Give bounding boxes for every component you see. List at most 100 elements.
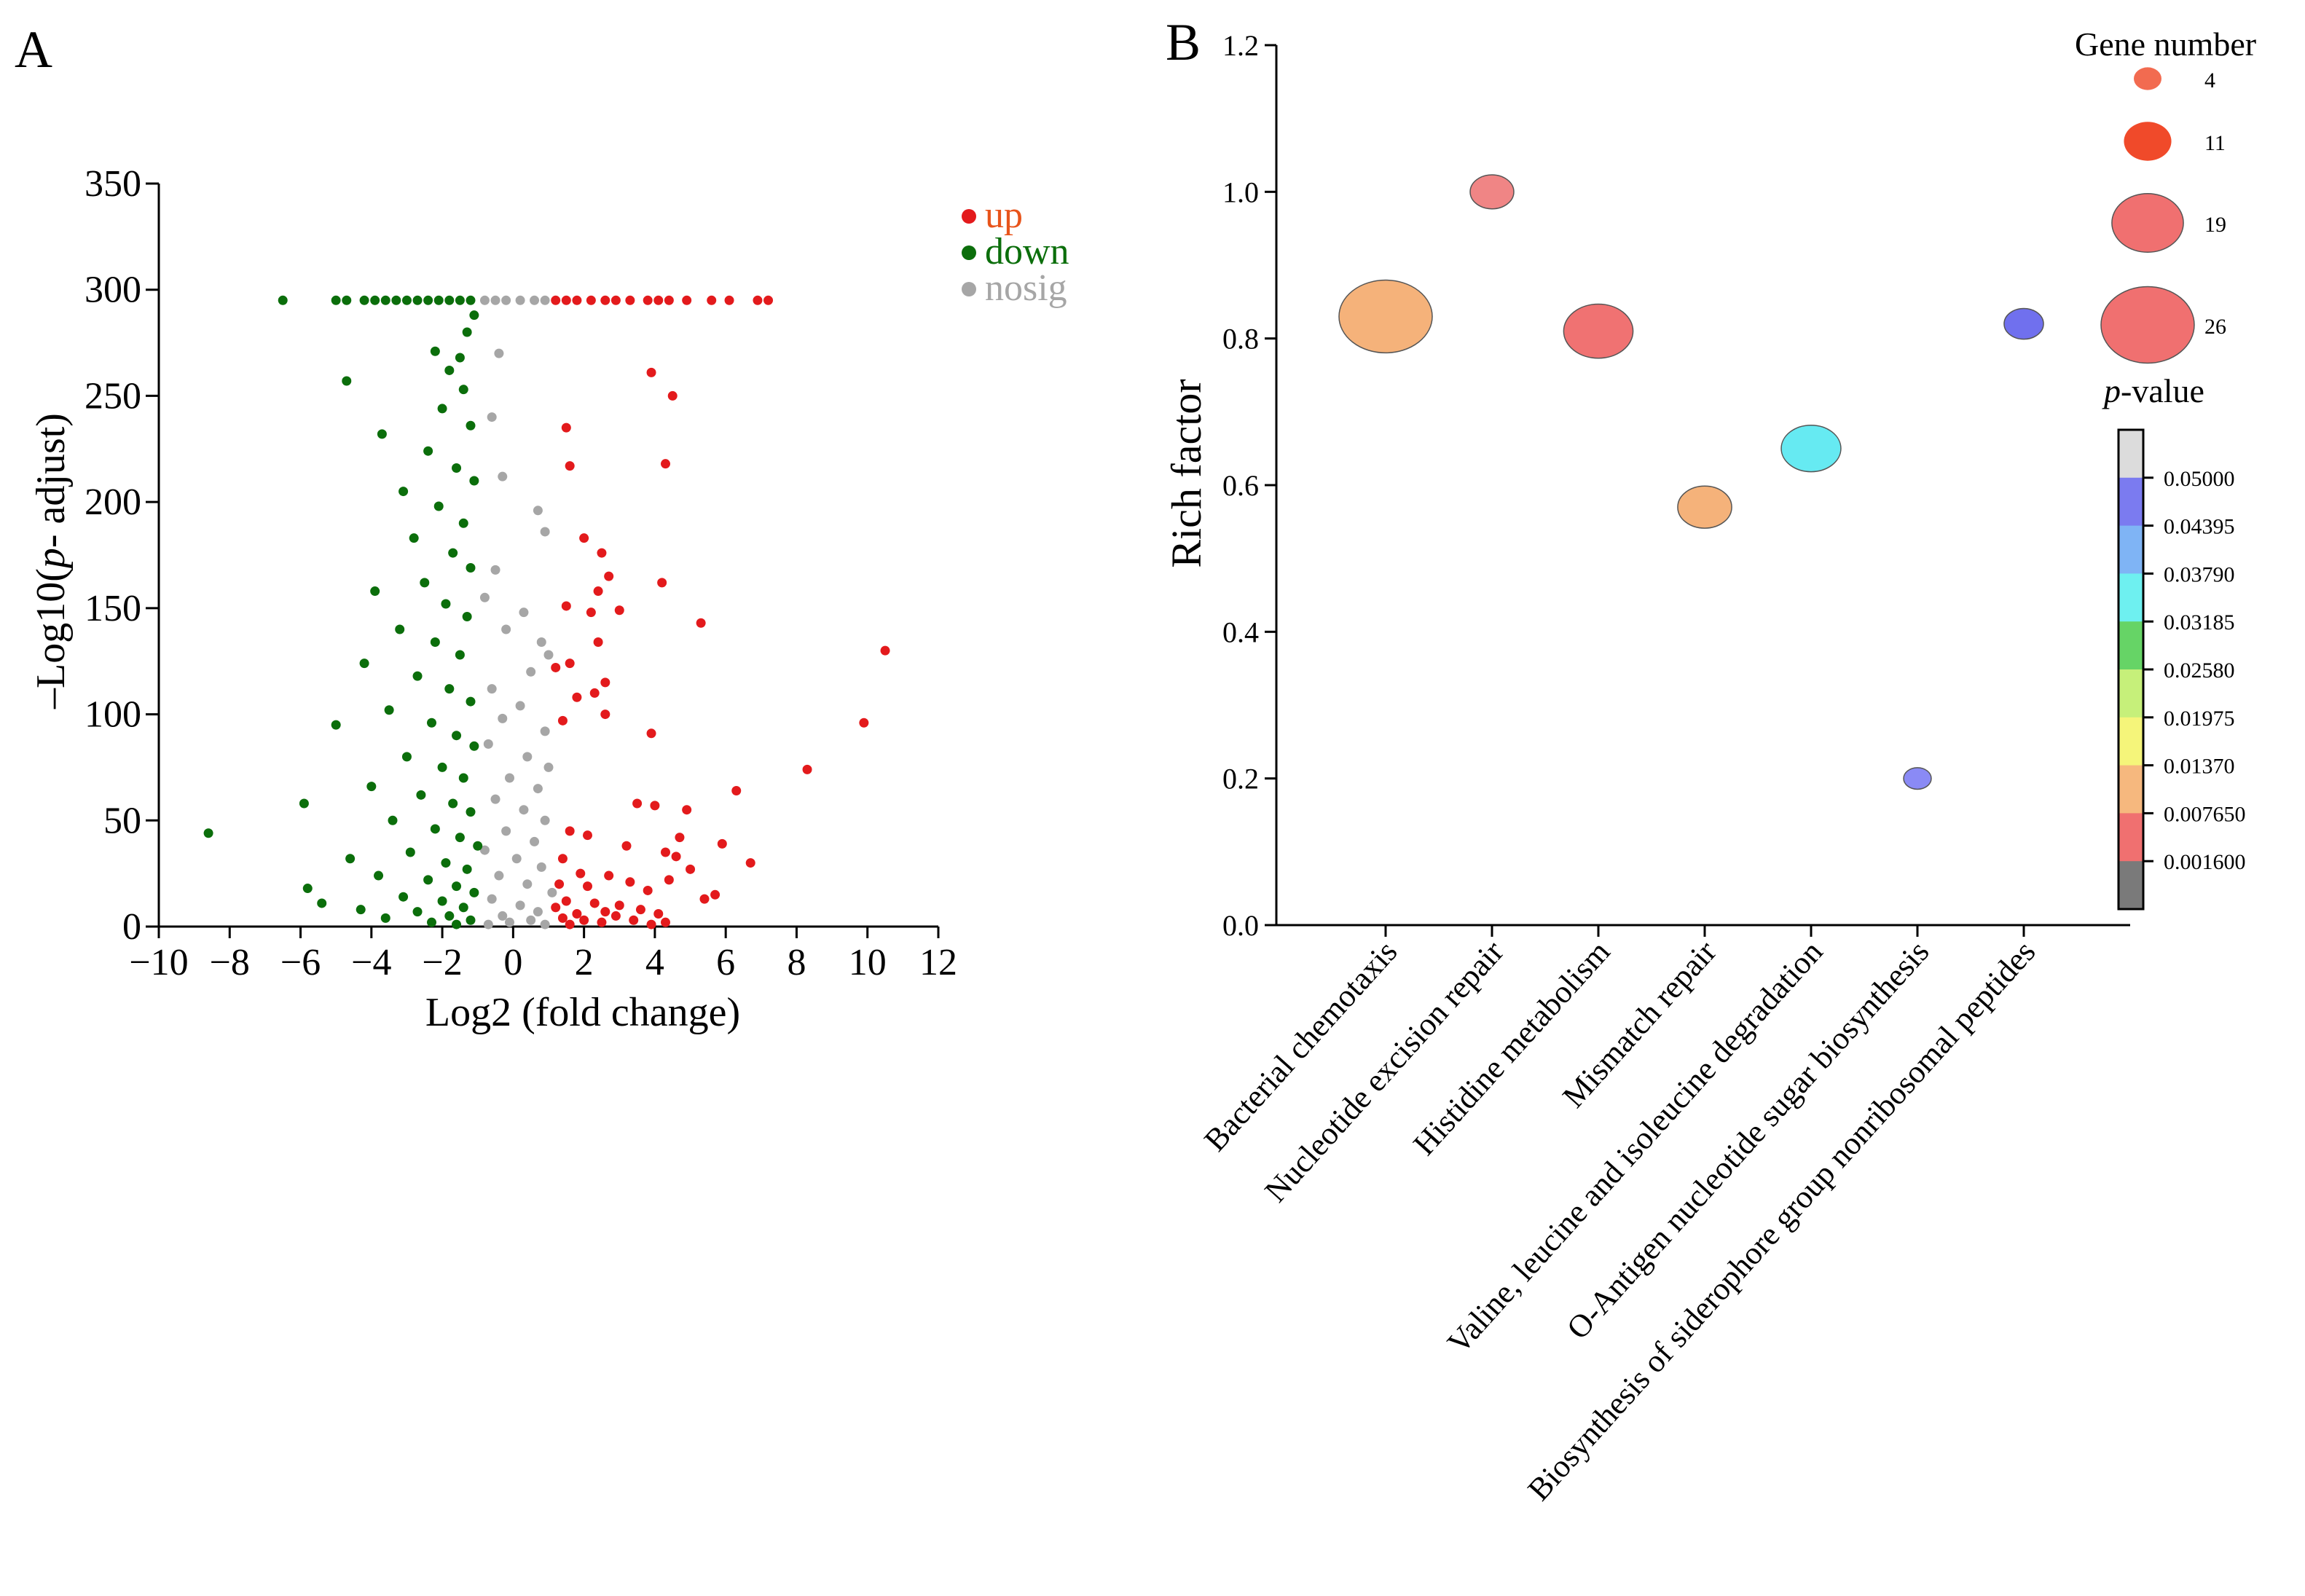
p-value-legend-color-segment bbox=[2119, 861, 2143, 910]
panel-a-point-up bbox=[710, 889, 720, 900]
panel-a-point-nosig bbox=[543, 762, 554, 772]
panel-b-bubble bbox=[1780, 424, 1842, 473]
panel-a-point-down bbox=[331, 720, 341, 730]
p-value-legend-color-segment bbox=[2119, 430, 2143, 479]
panel-a-point-up bbox=[802, 764, 812, 774]
panel-a-point-up bbox=[565, 659, 575, 669]
panel-a-point-down bbox=[416, 790, 426, 800]
panel-a-y-tick-label: 150 bbox=[85, 588, 141, 629]
panel-a-point-down bbox=[433, 295, 444, 305]
panel-a-point-down bbox=[299, 798, 309, 809]
panel-a-point-up bbox=[561, 896, 571, 906]
panel-a-point-down bbox=[458, 903, 468, 913]
panel-a-legend-label-up: up bbox=[985, 194, 1023, 236]
panel-a-point-down bbox=[278, 295, 288, 305]
panel-a-point-down bbox=[466, 295, 476, 305]
panel-a-x-tick-label: 10 bbox=[849, 942, 887, 983]
p-value-legend-label: 0.001600 bbox=[2164, 850, 2246, 874]
panel-a-point-down bbox=[345, 854, 356, 864]
panel-a-point-nosig bbox=[533, 784, 543, 794]
panel-a-point-down bbox=[427, 917, 436, 927]
panel-a-point-nosig bbox=[501, 295, 511, 305]
panel-a-point-down bbox=[398, 892, 409, 902]
panel-a-point-nosig bbox=[511, 854, 522, 864]
panel-a-point-up bbox=[610, 911, 621, 921]
panel-a-point-down bbox=[423, 446, 433, 456]
panel-a-point-up bbox=[664, 875, 674, 885]
panel-b-bubble bbox=[2003, 307, 2044, 340]
panel-a-point-nosig bbox=[494, 870, 504, 881]
panel-a-y-tick-label: 100 bbox=[85, 694, 141, 736]
panel-a-point-up bbox=[763, 295, 774, 305]
panel-a-point-down bbox=[444, 365, 455, 375]
panel-a-point-nosig bbox=[536, 862, 546, 872]
panel-a-point-up bbox=[579, 915, 589, 925]
panel-a-point-up bbox=[643, 295, 653, 305]
panel-a-point-down bbox=[331, 295, 341, 305]
panel-a-point-up bbox=[625, 877, 635, 887]
panel-a-point-up bbox=[576, 868, 586, 878]
panel-a-point-up bbox=[675, 833, 685, 843]
panel-a-point-up bbox=[671, 852, 681, 862]
panel-a-point-up bbox=[565, 461, 575, 471]
panel-a-point-down bbox=[427, 718, 436, 728]
panel-a-point-down bbox=[377, 429, 387, 439]
panel-a-x-tick-label: 6 bbox=[716, 942, 735, 983]
panel-a-point-nosig bbox=[530, 836, 540, 846]
panel-a-point-down bbox=[462, 864, 472, 874]
panel-a-point-down bbox=[374, 870, 384, 881]
panel-a-point-down bbox=[448, 798, 458, 809]
panel-a-point-up bbox=[664, 295, 674, 305]
panel-a-point-nosig bbox=[487, 684, 497, 694]
panel-a-x-tick-label: 0 bbox=[503, 942, 522, 983]
panel-b-y-tick-label: 0.4 bbox=[1222, 616, 1259, 648]
gene-number-legend-title: Gene number bbox=[2075, 25, 2256, 63]
panel-a-y-tick-label: 250 bbox=[85, 375, 141, 417]
panel-a-point-up bbox=[565, 826, 575, 836]
panel-a-y-axis-label-p: p bbox=[28, 548, 74, 571]
panel-a-point-nosig bbox=[519, 805, 529, 815]
panel-a-point-up bbox=[597, 548, 607, 558]
panel-a-point-down bbox=[466, 807, 476, 817]
p-value-legend-label: 0.05000 bbox=[2164, 467, 2235, 491]
panel-a-point-up bbox=[653, 295, 664, 305]
panel-a-point-up bbox=[646, 367, 656, 377]
p-value-legend-label: 0.007650 bbox=[2164, 802, 2246, 826]
panel-a-point-up bbox=[625, 295, 635, 305]
gene-number-legend: Gene number 4 11 19 26 bbox=[2075, 25, 2256, 364]
panel-a-x-ticks: −10 −8 −6 −4 −2 0 2 4 6 8 10 12 bbox=[129, 927, 957, 983]
panel-a-point-up bbox=[621, 841, 632, 851]
gene-number-legend-bubble bbox=[2134, 67, 2161, 90]
panel-a-x-tick-label: −8 bbox=[210, 942, 250, 983]
panel-a-point-up bbox=[650, 801, 660, 811]
gene-number-legend-label: 19 bbox=[2204, 213, 2226, 237]
panel-a-point-down bbox=[356, 905, 366, 915]
p-value-legend-title: p-value bbox=[2102, 372, 2204, 409]
panel-a-point-down bbox=[466, 696, 476, 707]
panel-a-y-axis-label-pre: –Log10( bbox=[28, 568, 74, 709]
panel-a-point-up bbox=[589, 688, 600, 698]
panel-a-point-nosig bbox=[522, 879, 533, 889]
panel-a-point-nosig bbox=[533, 907, 543, 917]
panel-a-point-nosig bbox=[515, 900, 525, 911]
panel-a-point-up bbox=[635, 905, 645, 915]
panel-a-point-up bbox=[586, 608, 596, 618]
panel-a-point-up bbox=[707, 295, 717, 305]
panel-a-y-axis-label: –Log10(p- adjust) bbox=[28, 413, 74, 709]
panel-a-point-nosig bbox=[483, 739, 493, 749]
panel-a-point-down bbox=[423, 295, 433, 305]
panel-a-point-up bbox=[551, 295, 561, 305]
panel-a-point-up bbox=[600, 907, 610, 917]
panel-a-points bbox=[203, 295, 890, 929]
panel-a-y-axis-label-post: - adjust) bbox=[28, 413, 74, 548]
panel-a-point-up bbox=[561, 601, 571, 611]
panel-a-point-down bbox=[423, 875, 433, 885]
panel-a-point-nosig bbox=[487, 412, 497, 422]
panel-a-point-up bbox=[593, 637, 603, 647]
panel-a-point-down bbox=[466, 562, 476, 573]
panel-a-point-up bbox=[653, 909, 664, 919]
gene-number-legend-label: 26 bbox=[2204, 315, 2226, 339]
panel-a-point-down bbox=[466, 915, 476, 925]
panel-a-point-up bbox=[600, 677, 610, 688]
